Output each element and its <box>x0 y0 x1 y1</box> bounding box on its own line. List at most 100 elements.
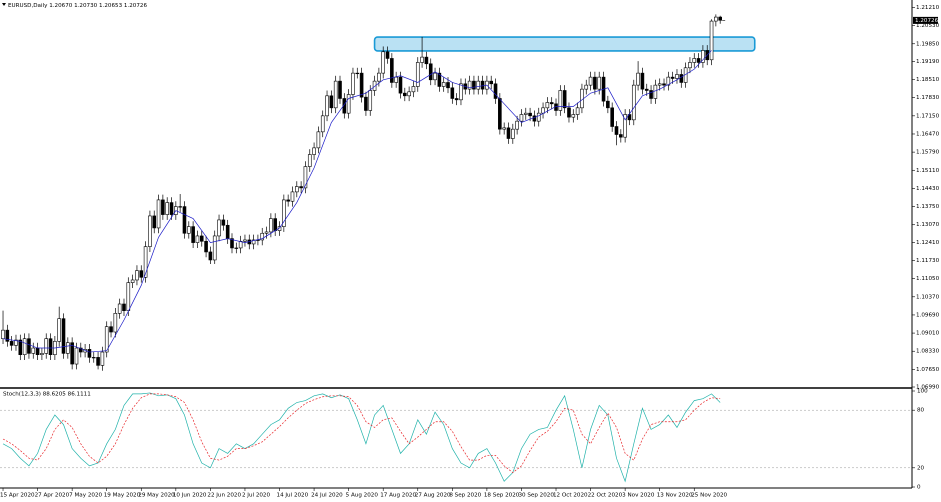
x-tick-label: 3 Nov 2020 <box>622 493 655 499</box>
candle-body <box>139 270 144 278</box>
candle-body <box>567 107 571 118</box>
x-tick-label: 27 Aug 2020 <box>415 493 451 499</box>
candle-body <box>74 347 79 365</box>
stochastic-line <box>2 392 721 483</box>
candle-body <box>204 240 208 253</box>
candle-body <box>714 16 718 22</box>
candle-body <box>688 62 692 69</box>
stochastic-line <box>2 393 721 474</box>
chart-title: EURUSD,Daily <box>8 3 48 9</box>
candle-body <box>212 235 217 261</box>
candle-body <box>631 84 636 121</box>
moving-average <box>2 50 712 353</box>
current-price-label: 1.20726 <box>915 18 939 24</box>
candle-body <box>333 80 338 109</box>
y-tick-label: 1.18510 <box>916 77 940 83</box>
candle-body <box>195 235 200 243</box>
candle-body <box>359 72 364 98</box>
candle-body <box>415 62 420 87</box>
candle-body <box>480 80 485 90</box>
candle-body <box>78 347 83 353</box>
candle-body <box>558 90 563 111</box>
candle-body <box>199 235 204 242</box>
candle-body <box>191 226 195 243</box>
x-tick-label: 22 Oct 2020 <box>588 493 623 499</box>
y-tick-label: 1.16470 <box>916 131 940 137</box>
candle-body <box>320 115 325 133</box>
candle-body <box>385 51 390 59</box>
y-tick-label: 1.15790 <box>916 150 940 156</box>
candle-body <box>657 83 662 86</box>
x-tick-label: 25 Nov 2020 <box>691 493 727 499</box>
candle-body <box>35 347 40 356</box>
y-tick-label: 1.19190 <box>916 59 940 65</box>
x-tick-label: 24 Jul 2020 <box>311 493 343 499</box>
candle-body <box>96 357 100 366</box>
candle-body <box>221 219 226 226</box>
candle-body <box>644 88 649 91</box>
candle-body <box>450 87 455 99</box>
candle-body <box>130 279 135 283</box>
candle-body <box>433 72 437 81</box>
candle-body <box>377 72 381 82</box>
y-tick-label: 1.15110 <box>916 168 940 174</box>
candle-body <box>338 80 342 99</box>
candle-body <box>390 58 394 83</box>
candle-body <box>588 76 593 86</box>
candle-body <box>294 186 299 193</box>
candle-body <box>675 74 679 79</box>
candle-body <box>502 127 506 130</box>
candle-body <box>208 251 213 261</box>
x-tick-label: 8 Sep 2020 <box>449 493 481 499</box>
candle-body <box>476 80 481 90</box>
candle-body <box>701 50 705 63</box>
y-tick-label: 1.13750 <box>916 204 940 210</box>
candle-body <box>126 282 131 311</box>
current-price-tag <box>913 16 938 24</box>
candle-body <box>709 20 714 61</box>
candle-body <box>225 224 230 239</box>
candle-body <box>649 90 653 99</box>
candle-body <box>571 114 576 118</box>
candle-body <box>40 353 44 356</box>
candle-body <box>273 218 277 231</box>
candle-body <box>61 318 66 354</box>
ohlc-label: 1.20670 1.20730 1.20653 1.20726 <box>49 3 147 9</box>
y-tick-label: 80 <box>917 408 925 414</box>
x-tick-label: 5 Aug 2020 <box>346 493 379 499</box>
candle-body <box>610 107 614 127</box>
candle-body <box>346 94 351 114</box>
candle-body <box>303 166 308 189</box>
price-zone <box>373 36 756 52</box>
x-tick-label: 27 Apr 2020 <box>35 493 70 499</box>
candle-body <box>290 191 295 202</box>
candle-body <box>506 127 511 139</box>
candle-body <box>230 238 234 249</box>
y-tick-label: 0 <box>917 485 921 491</box>
candle-body <box>545 102 550 109</box>
candle-body <box>606 100 610 109</box>
candle-body <box>251 239 256 245</box>
candle-body <box>22 338 27 356</box>
candle-body <box>269 218 273 233</box>
candle-body <box>66 342 70 354</box>
candle-body <box>593 76 597 90</box>
candle-body <box>27 338 31 354</box>
x-tick-label: 30 Sep 2020 <box>518 493 554 499</box>
candle-body <box>329 95 334 109</box>
candle-body <box>511 128 515 139</box>
candle-body <box>532 115 537 122</box>
candle-body <box>57 318 61 342</box>
x-tick-label: 10 Jun 2020 <box>173 493 207 499</box>
x-tick-label: 14 Jul 2020 <box>277 493 309 499</box>
candle-body <box>398 76 403 94</box>
candle-body <box>528 112 532 117</box>
candle-body <box>428 63 433 81</box>
candle-body <box>498 98 502 130</box>
candle-body <box>316 131 321 149</box>
y-tick-label: 1.09010 <box>916 331 940 337</box>
y-tick-label: 1.13070 <box>916 222 940 228</box>
candle-body <box>109 326 113 333</box>
candle-body <box>692 58 697 63</box>
